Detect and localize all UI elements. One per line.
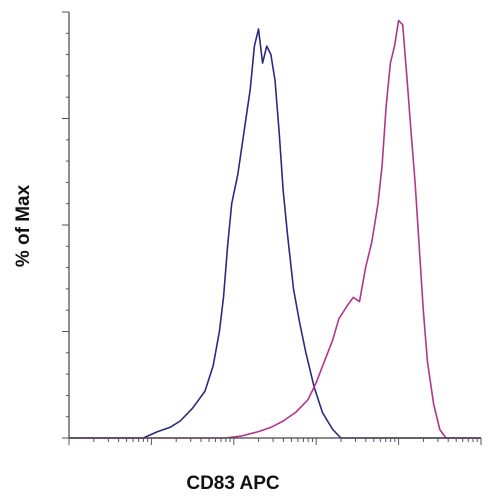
x-axis-ticks (68, 438, 482, 445)
series-layer (69, 19, 481, 439)
histogram-series-1 (69, 28, 481, 439)
x-axis-title: CD83 APC (186, 473, 280, 494)
y-axis-title: % of Max (13, 184, 34, 267)
y-axis-ticks (62, 11, 69, 439)
histogram-series-2 (69, 19, 481, 439)
axis-layer (62, 11, 482, 445)
